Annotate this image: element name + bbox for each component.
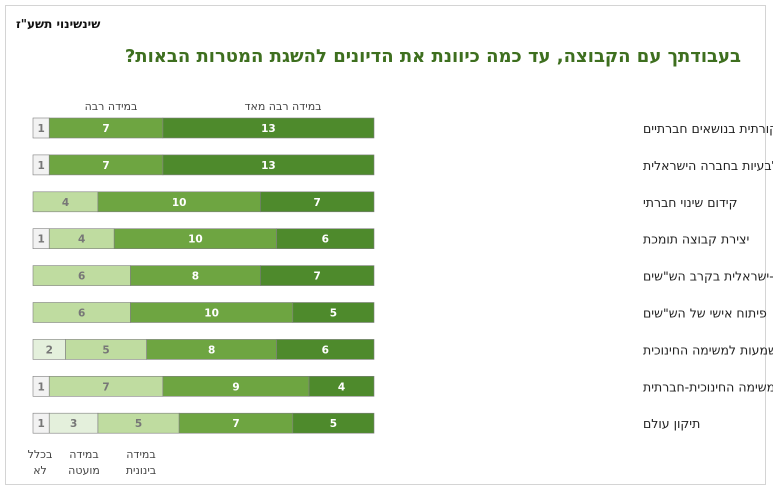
bar-segment [276, 339, 375, 360]
legend-bottom-label: בכלל [28, 448, 53, 461]
data-label: 7 [102, 160, 109, 172]
data-label: 1 [37, 418, 44, 430]
data-label: 1 [37, 160, 44, 172]
category-label: פיתוח אישי של הש"שים [643, 306, 767, 321]
legend-top-label: במידה רבה [85, 100, 138, 113]
data-label: 10 [172, 197, 187, 209]
data-label: 7 [314, 197, 321, 209]
legend-top-label: במידה רבה מאד [244, 100, 321, 113]
data-label: 1 [37, 234, 44, 246]
bar-segment [260, 265, 375, 286]
data-label: 3 [70, 418, 77, 430]
legend-bottom-label: בינונית [126, 464, 156, 477]
category-label: פיתוח מודעות לבעיות בחברה הישראלית [643, 158, 773, 173]
category-label: הכרת הערכים היהודיים שמאחורי המשימה החינ… [643, 379, 773, 394]
data-label: 1 [37, 123, 44, 135]
data-label: 8 [208, 344, 215, 356]
legend-bottom-label: במידה [69, 448, 98, 461]
bar-segment [308, 375, 375, 397]
category-label: הענקת משמעות למשימה החינוכית [643, 342, 773, 357]
data-label: 5 [135, 418, 142, 430]
data-label: 7 [232, 418, 239, 430]
data-label: 2 [46, 344, 53, 356]
data-label: 4 [338, 381, 345, 393]
data-label: 13 [261, 123, 276, 135]
data-label: 5 [102, 344, 109, 356]
corner-label: שינשינוי תשע"ז [16, 17, 101, 31]
bar-segment [162, 117, 375, 139]
legend-bottom-label: מועטה [68, 464, 100, 477]
data-label: 7 [102, 123, 109, 135]
data-label: 1 [37, 381, 44, 393]
category-label: קידום שינוי חברתי [643, 195, 737, 210]
data-label: 7 [102, 381, 109, 393]
category-label: גיבוש זהות יהודית-ישראלית בקרב הש"שים [643, 269, 773, 284]
category-label: פיתוח חשיבה ביקורתית בנושאים חברתיים [643, 121, 773, 136]
data-label: 4 [78, 234, 85, 246]
data-label: 6 [322, 234, 329, 246]
category-label: יצירת קבוצה תומכת [643, 232, 749, 247]
data-label: 5 [330, 308, 337, 320]
legend-bottom-label: לא [33, 464, 47, 477]
data-label: 6 [78, 271, 85, 283]
data-label: 4 [62, 197, 69, 209]
data-label: 7 [314, 271, 321, 283]
data-label: 10 [204, 308, 219, 320]
data-label: 13 [261, 160, 276, 172]
bar-segment [260, 191, 375, 213]
data-label: 9 [232, 381, 239, 393]
chart-title: בעבודתך עם הקבוצה, עד כמה כיוונת את הדיו… [124, 46, 741, 67]
data-label: 8 [192, 271, 199, 283]
bar-segment [292, 302, 375, 323]
data-label: 6 [78, 308, 85, 320]
bar-segment [276, 228, 375, 249]
chart-frame [5, 5, 766, 485]
legend-bottom-label: במידה [126, 448, 155, 461]
data-label: 5 [330, 418, 337, 430]
bar-segment [292, 412, 375, 434]
data-label: 6 [322, 344, 329, 356]
bar-segment [162, 154, 375, 176]
data-label: 10 [188, 234, 203, 246]
category-label: תיקון עולם [643, 416, 700, 431]
